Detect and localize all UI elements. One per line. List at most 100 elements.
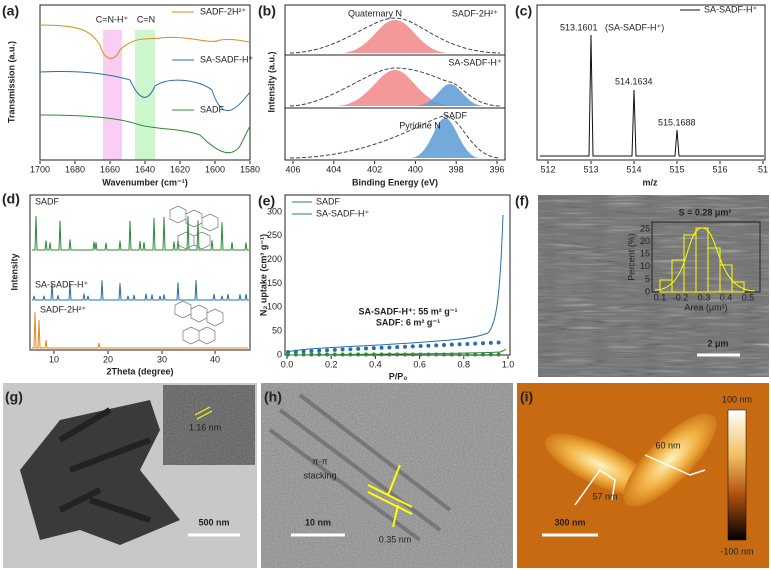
inset-texture bbox=[163, 385, 255, 465]
sample-label: SA-SADF-H⁺ bbox=[448, 57, 502, 67]
scale-label: 300 nm bbox=[554, 517, 585, 527]
axis-label: Percent (%) bbox=[626, 233, 636, 281]
peak-label: 513.1601 bbox=[560, 22, 598, 32]
marker bbox=[367, 464, 413, 528]
annotation: C=N bbox=[137, 14, 155, 24]
annotation: π-π bbox=[312, 456, 327, 466]
panel-h bbox=[261, 383, 513, 568]
marker bbox=[434, 352, 439, 357]
marker bbox=[395, 345, 400, 350]
plot-frame bbox=[29, 194, 251, 351]
marker bbox=[418, 352, 423, 357]
marker bbox=[403, 344, 407, 349]
x-tick-label: 406 bbox=[285, 164, 300, 174]
marker bbox=[434, 343, 439, 348]
curve bbox=[39, 24, 251, 59]
colorbar bbox=[727, 409, 747, 541]
marker bbox=[194, 406, 213, 420]
x-tick-label: 398 bbox=[449, 164, 464, 174]
y-tick-label: 10 bbox=[640, 261, 650, 271]
axis-label: Intensity (a.u.) bbox=[266, 51, 276, 112]
annotation: 60 nm bbox=[655, 440, 680, 450]
panel-d bbox=[29, 194, 251, 351]
sample-label: SADF-2H²⁺ bbox=[452, 8, 499, 18]
marker bbox=[473, 352, 478, 357]
pattern bbox=[32, 215, 249, 251]
marker bbox=[325, 352, 329, 357]
marker bbox=[309, 352, 314, 357]
marker bbox=[286, 352, 290, 357]
x-tick-label: 0.3 bbox=[698, 292, 711, 302]
marker bbox=[387, 345, 392, 350]
x-tick-label: 1700 bbox=[30, 164, 50, 174]
x-tick-label: 0.4 bbox=[720, 292, 733, 302]
marker bbox=[410, 344, 415, 349]
marker bbox=[293, 352, 298, 357]
marker bbox=[496, 340, 501, 345]
panel-a bbox=[39, 4, 251, 161]
x-tick-label: 0.8 bbox=[458, 359, 471, 369]
x-tick-label: 1600 bbox=[205, 164, 225, 174]
marker bbox=[317, 352, 322, 357]
x-tick-label: 0.0 bbox=[281, 359, 294, 369]
y-tick-label: 20 bbox=[640, 236, 650, 246]
plot-frame bbox=[284, 194, 511, 356]
x-tick-label: 0.5 bbox=[742, 292, 755, 302]
marker bbox=[442, 343, 446, 347]
annotation: SA-SADF-H⁺: 55 m² g⁻¹ bbox=[359, 306, 458, 316]
curve bbox=[39, 114, 251, 154]
x-tick-label: 404 bbox=[326, 164, 341, 174]
legend-entry: SADF bbox=[316, 196, 341, 206]
panel-label: (b) bbox=[258, 3, 276, 19]
axis-label: m/z bbox=[642, 177, 658, 187]
legend-entry: SADF-2H²⁺ bbox=[200, 6, 247, 16]
x-tick-label: 20 bbox=[103, 354, 113, 364]
x-tick-label: 516 bbox=[712, 164, 727, 174]
image-texture bbox=[261, 383, 513, 568]
panel-e bbox=[284, 194, 511, 357]
x-tick-label: 40 bbox=[210, 354, 220, 364]
panel-g bbox=[3, 383, 257, 568]
y-tick-label: 25 bbox=[640, 223, 650, 233]
annotation: 0.35 nm bbox=[379, 534, 412, 544]
colorbar-label: -100 nm bbox=[720, 546, 753, 556]
curve bbox=[39, 70, 251, 112]
x-tick-label: 51 bbox=[758, 164, 768, 174]
sample-label: SADF-2H²⁺ bbox=[40, 304, 87, 314]
peak-label: 515.1688 bbox=[658, 117, 696, 127]
panel-label: (i) bbox=[520, 389, 533, 405]
marker bbox=[301, 349, 306, 354]
marker bbox=[457, 342, 462, 347]
scale-label: 10 nm bbox=[305, 517, 331, 527]
peak-label: (SA-SADF-H⁺) bbox=[605, 22, 664, 32]
x-tick-label: 0.1 bbox=[654, 292, 667, 302]
x-tick-label: 1640 bbox=[135, 164, 155, 174]
y-tick-label: 50 bbox=[272, 326, 282, 336]
x-tick-label: 514 bbox=[626, 164, 641, 174]
isotherm bbox=[286, 214, 504, 353]
marker bbox=[356, 352, 361, 357]
particle bbox=[58, 407, 152, 523]
marker bbox=[395, 352, 400, 357]
panel-label: (f) bbox=[515, 193, 529, 209]
x-tick-label: 1680 bbox=[65, 164, 85, 174]
marker bbox=[348, 347, 353, 352]
panel-c bbox=[536, 4, 766, 161]
x-tick-label: 1620 bbox=[170, 164, 190, 174]
peak bbox=[410, 118, 480, 158]
scale-label: 2 μm bbox=[707, 338, 728, 348]
marker bbox=[348, 352, 353, 357]
marker bbox=[426, 352, 431, 357]
x-tick-label: 402 bbox=[367, 164, 382, 174]
peak-label: 514.1634 bbox=[615, 76, 653, 86]
panel-label: (g) bbox=[5, 389, 23, 405]
marker bbox=[340, 347, 345, 352]
annotation: SADF: 6 m² g⁻¹ bbox=[376, 317, 440, 327]
marker bbox=[488, 340, 493, 345]
x-tick-label: 400 bbox=[408, 164, 423, 174]
marker bbox=[371, 346, 376, 351]
marker bbox=[426, 343, 431, 348]
sample-label: SA-SADF-H⁺ bbox=[35, 279, 89, 289]
histogram bbox=[654, 227, 756, 293]
plot-frame bbox=[536, 4, 766, 161]
